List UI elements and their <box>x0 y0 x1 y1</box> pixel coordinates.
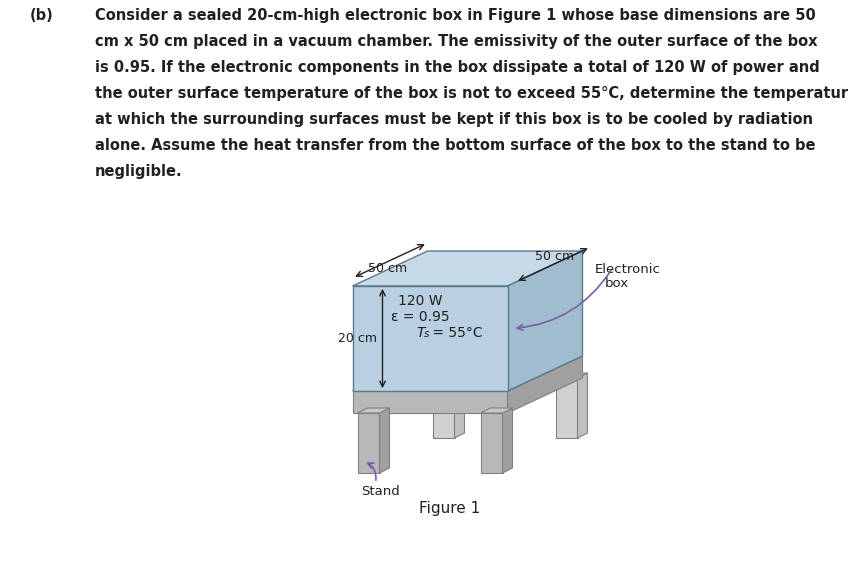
Text: Electronic: Electronic <box>594 263 661 276</box>
Text: Stand: Stand <box>361 485 400 498</box>
Polygon shape <box>503 408 512 473</box>
Polygon shape <box>507 251 583 391</box>
Polygon shape <box>555 373 588 378</box>
Text: the outer surface temperature of the box is not to exceed 55°C, determine the te: the outer surface temperature of the box… <box>95 86 848 101</box>
Text: 120 W: 120 W <box>398 294 443 308</box>
Text: Consider a sealed 20-cm-high electronic box in Figure 1 whose base dimensions ar: Consider a sealed 20-cm-high electronic … <box>95 8 816 23</box>
Text: T: T <box>416 326 425 340</box>
Polygon shape <box>455 373 465 438</box>
Text: s: s <box>424 329 429 339</box>
Polygon shape <box>358 413 380 473</box>
Polygon shape <box>380 408 389 473</box>
Text: at which the surrounding surfaces must be kept if this box is to be cooled by ra: at which the surrounding surfaces must b… <box>95 112 813 127</box>
Polygon shape <box>577 373 588 438</box>
Text: is 0.95. If the electronic components in the box dissipate a total of 120 W of p: is 0.95. If the electronic components in… <box>95 60 820 75</box>
Text: alone. Assume the heat transfer from the bottom surface of the box to the stand : alone. Assume the heat transfer from the… <box>95 138 816 153</box>
Polygon shape <box>555 378 577 438</box>
Polygon shape <box>353 356 583 391</box>
Text: Figure 1: Figure 1 <box>420 501 481 516</box>
Text: (b): (b) <box>30 8 53 23</box>
Polygon shape <box>481 408 512 413</box>
Text: 50 cm: 50 cm <box>368 262 408 275</box>
Polygon shape <box>507 356 583 413</box>
Text: = 55°C: = 55°C <box>428 326 483 340</box>
Text: 20 cm: 20 cm <box>338 332 377 345</box>
Text: ε = 0.95: ε = 0.95 <box>391 310 449 324</box>
Polygon shape <box>358 408 389 413</box>
Text: 50 cm: 50 cm <box>535 250 575 263</box>
Text: cm x 50 cm placed in a vacuum chamber. The emissivity of the outer surface of th: cm x 50 cm placed in a vacuum chamber. T… <box>95 34 817 49</box>
Polygon shape <box>353 286 507 391</box>
Polygon shape <box>432 373 465 378</box>
Polygon shape <box>432 378 455 438</box>
Text: box: box <box>605 277 628 290</box>
Text: negligible.: negligible. <box>95 164 182 179</box>
Polygon shape <box>481 413 503 473</box>
Polygon shape <box>353 391 507 413</box>
Polygon shape <box>353 251 583 286</box>
